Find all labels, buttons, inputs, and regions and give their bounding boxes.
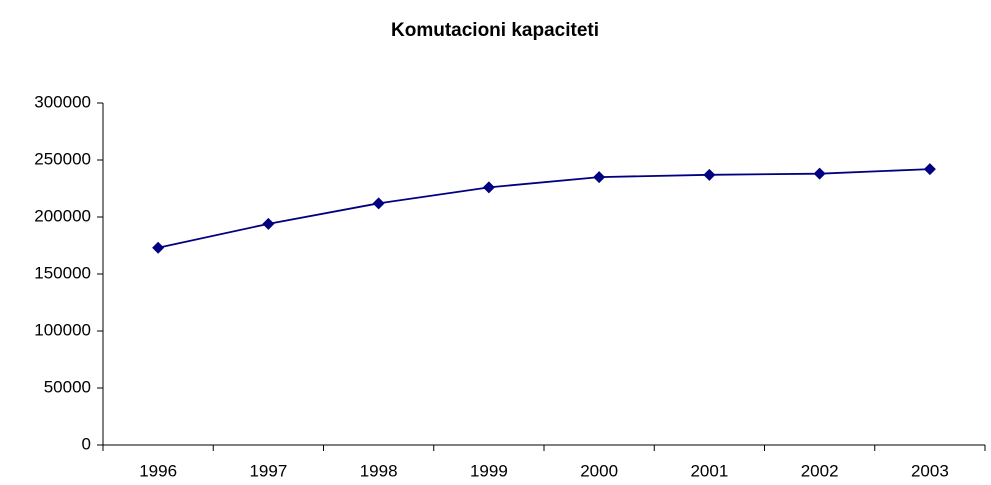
marker: [482, 181, 495, 194]
y-tick-label: 100000: [34, 320, 91, 339]
y-tick-label: 300000: [34, 92, 91, 111]
x-tick-label: 2000: [580, 461, 618, 480]
chart-title: Komutacioni kapaciteti: [391, 20, 599, 41]
x-tick-label: 1998: [360, 461, 398, 480]
y-tick-label: 0: [82, 434, 91, 453]
y-tick-label: 200000: [34, 206, 91, 225]
y-tick-label: 50000: [44, 377, 91, 396]
marker: [372, 197, 385, 210]
y-tick-label: 250000: [34, 149, 91, 168]
y-tick-label: 150000: [34, 263, 91, 282]
line: [157, 168, 930, 249]
x-tick-label: 1996: [139, 461, 177, 480]
marker: [152, 241, 165, 254]
x-tick-label: 2002: [801, 461, 839, 480]
x-tick-label: 2003: [911, 461, 949, 480]
x-tick-label: 2001: [690, 461, 728, 480]
marker: [813, 167, 826, 180]
x-tick-label: 1997: [249, 461, 287, 480]
marker: [262, 217, 275, 230]
marker: [703, 168, 716, 181]
marker: [923, 163, 936, 176]
marker: [593, 171, 606, 184]
x-tick-label: 1999: [470, 461, 508, 480]
